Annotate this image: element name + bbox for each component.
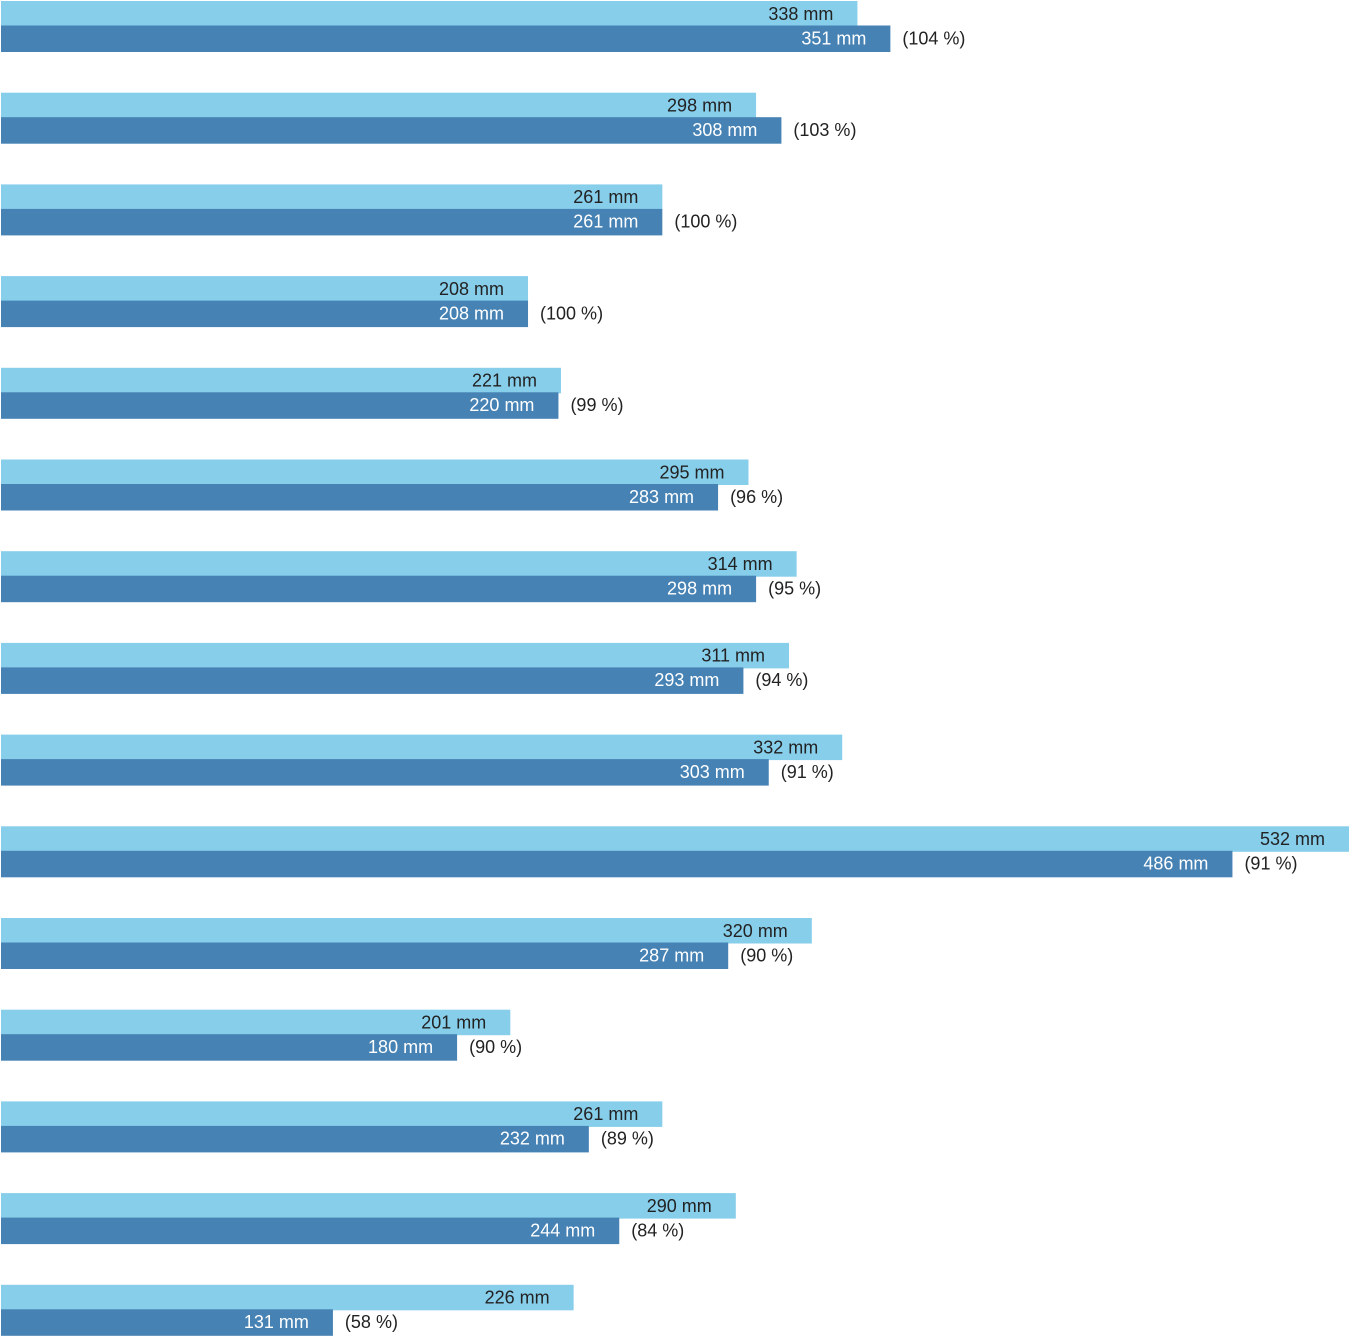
- light-bar: [1, 1009, 511, 1036]
- percent-label: (96 %): [730, 487, 783, 507]
- light-bar-label: 221 mm: [472, 371, 537, 391]
- dark-bar-label: 298 mm: [667, 578, 732, 598]
- bar-group-9: 332 mm 303 mm (91 %): [1, 734, 843, 786]
- light-bar-label: 338 mm: [768, 4, 833, 24]
- light-bar-label: 332 mm: [753, 737, 818, 757]
- percent-label: (100 %): [674, 212, 737, 232]
- bar-group-8: 311 mm 293 mm (94 %): [1, 642, 808, 694]
- light-bar: [1, 1193, 736, 1219]
- bar-group-10: 532 mm 486 mm (91 %): [1, 826, 1349, 878]
- dark-bar-label: 303 mm: [680, 762, 745, 782]
- dark-bar: [1, 1217, 620, 1245]
- percent-label: (89 %): [601, 1129, 654, 1149]
- dark-bar: [1, 1125, 589, 1153]
- light-bar: [1, 734, 843, 761]
- light-bar-label: 261 mm: [573, 187, 638, 207]
- dark-bar-label: 486 mm: [1143, 854, 1208, 874]
- dark-bar: [1, 575, 757, 603]
- light-bar: [1, 367, 561, 394]
- light-bar: [1, 184, 663, 210]
- dark-bar-label: 293 mm: [654, 670, 719, 690]
- light-bar: [1, 1, 858, 27]
- dark-bar: [1, 759, 769, 786]
- bar-group-3: 261 mm 261 mm (100 %): [1, 184, 737, 236]
- light-bar-label: 290 mm: [647, 1196, 712, 1216]
- bar-group-2: 298 mm 308 mm (103 %): [1, 92, 856, 144]
- dark-bar: [1, 1309, 333, 1336]
- dark-bar: [1, 392, 559, 419]
- dark-bar: [1, 300, 529, 328]
- dark-bar: [1, 942, 729, 969]
- percent-label: (100 %): [540, 303, 603, 323]
- bar-group-12: 201 mm 180 mm (90 %): [1, 1009, 522, 1061]
- bar-group-13: 261 mm 232 mm (89 %): [1, 1101, 663, 1153]
- percent-label: (104 %): [902, 28, 965, 48]
- percent-label: (90 %): [469, 1037, 522, 1057]
- dark-bar-label: 232 mm: [500, 1129, 565, 1149]
- light-bar: [1, 459, 749, 485]
- light-bar-label: 311 mm: [701, 646, 765, 666]
- bar-group-4: 208 mm 208 mm (100 %): [1, 276, 603, 328]
- light-bar-label: 226 mm: [485, 1288, 550, 1308]
- dark-bar-label: 287 mm: [639, 945, 704, 965]
- dark-bar-label: 283 mm: [629, 487, 694, 507]
- percent-label: (91 %): [781, 762, 834, 782]
- dark-bar-label: 308 mm: [692, 120, 757, 140]
- percent-label: (94 %): [755, 670, 808, 690]
- dark-bar-label: 261 mm: [573, 212, 638, 232]
- light-bar: [1, 1101, 663, 1127]
- light-bar: [1, 918, 812, 944]
- dark-bar: [1, 1034, 458, 1061]
- light-bar-label: 261 mm: [573, 1104, 638, 1124]
- percent-label: (103 %): [793, 120, 856, 140]
- light-bar: [1, 276, 529, 302]
- bar-group-1: 338 mm 351 mm (104 %): [1, 1, 965, 52]
- dark-bar-label: 220 mm: [469, 395, 534, 415]
- dark-bar-label: 351 mm: [801, 28, 866, 48]
- light-bar-label: 532 mm: [1260, 829, 1325, 849]
- bar-group-5: 221 mm 220 mm (99 %): [1, 367, 623, 419]
- percent-label: (84 %): [631, 1220, 684, 1240]
- bar-group-14: 290 mm 244 mm (84 %): [1, 1193, 736, 1245]
- percent-label: (90 %): [740, 945, 793, 965]
- dark-bar: [1, 667, 744, 694]
- dark-bar: [1, 208, 663, 236]
- dark-bar-label: 180 mm: [368, 1037, 433, 1057]
- bar-group-7: 314 mm 298 mm (95 %): [1, 551, 821, 603]
- bar-group-11: 320 mm 287 mm (90 %): [1, 918, 812, 969]
- dark-bar: [1, 117, 782, 144]
- dark-bar-label: 244 mm: [530, 1220, 595, 1240]
- light-bar: [1, 551, 797, 577]
- bar-group-15: 226 mm 131 mm (58 %): [1, 1284, 574, 1336]
- light-bar: [1, 826, 1349, 852]
- percent-label: (99 %): [570, 395, 623, 415]
- dark-bar: [1, 850, 1233, 878]
- light-bar: [1, 92, 757, 119]
- dark-bar: [1, 25, 891, 52]
- light-bar-label: 320 mm: [723, 921, 788, 941]
- light-bar-label: 298 mm: [667, 95, 732, 115]
- light-bar: [1, 642, 790, 669]
- light-bar-label: 295 mm: [659, 462, 724, 482]
- light-bar: [1, 1284, 574, 1311]
- dark-bar-label: 208 mm: [439, 303, 504, 323]
- dark-bar: [1, 484, 719, 511]
- light-bar-label: 314 mm: [708, 554, 773, 574]
- percent-label: (91 %): [1244, 854, 1297, 874]
- light-bar-label: 201 mm: [421, 1012, 486, 1032]
- dark-bar-label: 131 mm: [244, 1312, 309, 1332]
- percent-label: (95 %): [768, 578, 821, 598]
- percent-label: (58 %): [345, 1312, 398, 1332]
- light-bar-label: 208 mm: [439, 279, 504, 299]
- bar-group-6: 295 mm 283 mm (96 %): [1, 459, 783, 511]
